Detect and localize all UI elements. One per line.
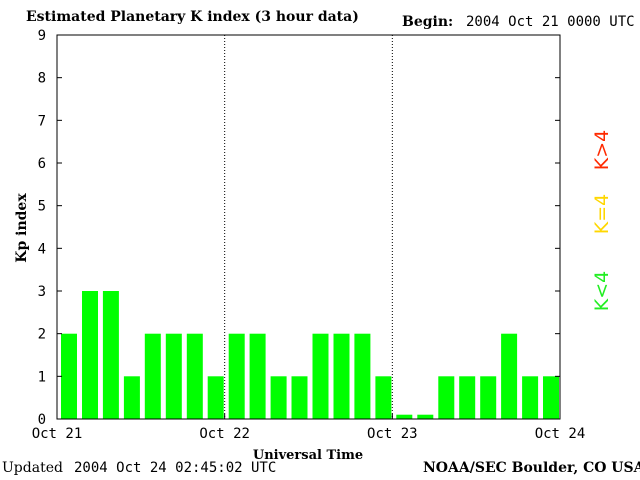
plot-frame xyxy=(56,34,561,420)
begin-label: Begin: xyxy=(402,14,454,30)
y-tick-label: 2 xyxy=(38,327,46,343)
x-axis-label: Universal Time xyxy=(252,448,364,463)
bar xyxy=(61,333,77,419)
bar xyxy=(543,376,559,419)
y-tick-label: 1 xyxy=(38,369,46,385)
bar xyxy=(312,333,329,419)
y-tick-label: 6 xyxy=(38,156,46,172)
x-axis-ticks: Oct 21 Oct 22 Oct 23 Oct 24 xyxy=(32,414,586,442)
legend-k-less-4: K<4 xyxy=(591,270,613,312)
chart-title: Estimated Planetary K index (3 hour data… xyxy=(26,9,359,25)
y-axis-ticks: 0 1 2 3 4 5 6 7 8 9 xyxy=(38,28,560,428)
bar xyxy=(522,376,539,419)
credit-text: NOAA/SEC Boulder, CO USA xyxy=(423,460,640,476)
legend-k-greater-4: K>4 xyxy=(591,129,613,171)
updated-label: Updated xyxy=(2,460,63,476)
bar xyxy=(438,376,455,419)
legend-k-equal-4: K=4 xyxy=(591,193,613,235)
updated-timestamp: 2004 Oct 24 02:45:02 UTC xyxy=(74,460,277,476)
y-tick-label: 9 xyxy=(38,28,46,44)
plot-border xyxy=(56,34,561,420)
bar-group xyxy=(61,291,559,419)
bar xyxy=(165,333,182,419)
y-tick-label: 0 xyxy=(38,412,46,428)
bar xyxy=(249,333,266,419)
x-tick-label: Oct 24 xyxy=(535,426,586,442)
bar xyxy=(291,376,308,419)
bar xyxy=(480,376,497,419)
y-axis-label: Kp index xyxy=(14,193,30,263)
bar xyxy=(228,333,245,419)
bar xyxy=(501,333,518,419)
y-tick-label: 3 xyxy=(38,284,46,300)
bar xyxy=(333,333,350,419)
bar xyxy=(459,376,476,419)
bar xyxy=(354,333,371,419)
bar xyxy=(270,376,287,419)
bar xyxy=(417,414,434,419)
x-tick-label: Oct 22 xyxy=(199,426,250,442)
bar xyxy=(207,376,224,419)
bar xyxy=(396,414,413,419)
y-tick-label: 8 xyxy=(38,71,46,87)
bar xyxy=(186,333,203,419)
begin-value: 2004 Oct 21 0000 UTC xyxy=(466,14,635,30)
bar xyxy=(123,376,140,419)
y-tick-label: 5 xyxy=(38,199,46,215)
y-tick-label: 4 xyxy=(38,241,46,257)
y-tick-label: 7 xyxy=(38,113,46,129)
bar xyxy=(82,291,98,419)
bar xyxy=(144,333,161,419)
bar xyxy=(102,291,119,419)
x-tick-label: Oct 21 xyxy=(32,426,83,442)
bar xyxy=(375,376,392,419)
x-tick-label: Oct 23 xyxy=(367,426,418,442)
